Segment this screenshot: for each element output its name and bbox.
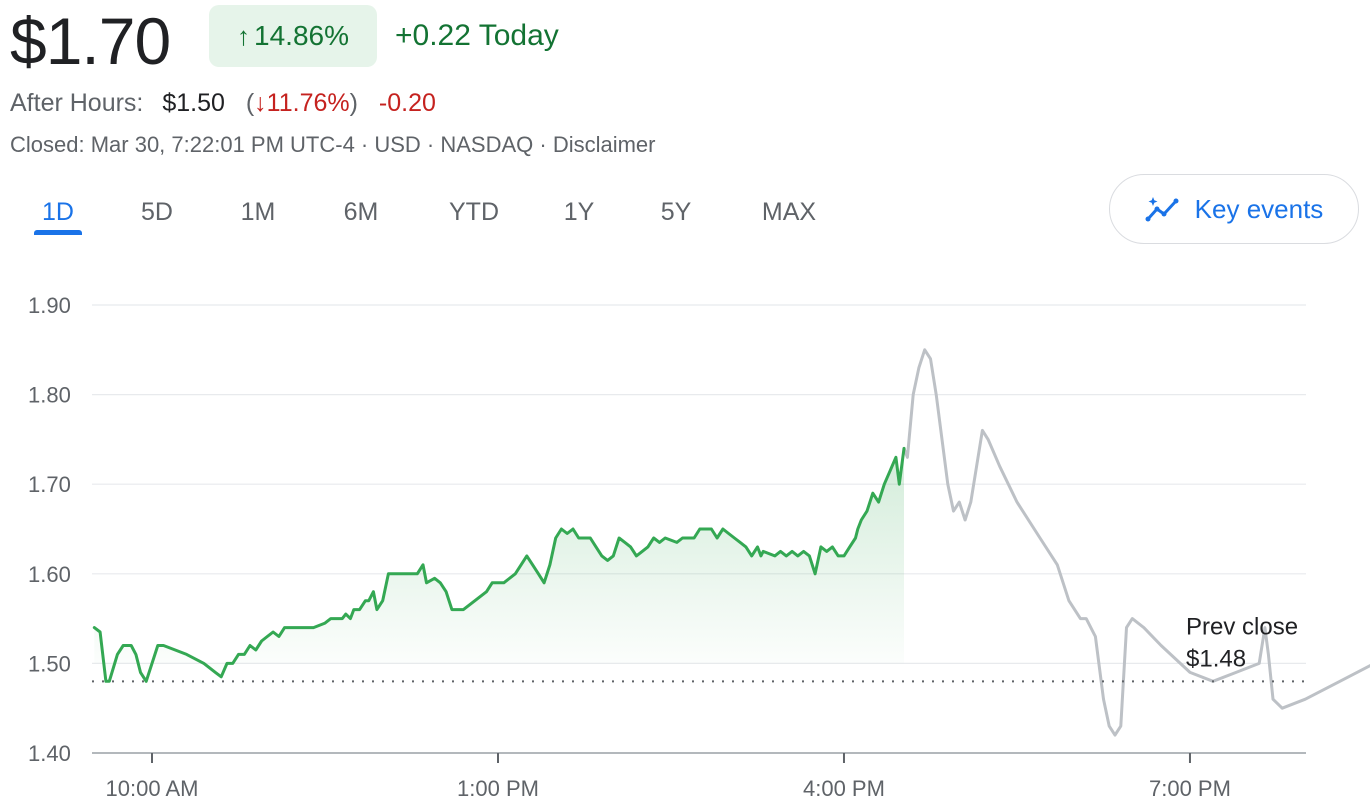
tab-5y[interactable]: 5Y xyxy=(660,198,692,226)
x-tick-label: 10:00 AM xyxy=(106,776,199,801)
x-tick-label: 1:00 PM xyxy=(457,776,539,801)
y-tick-label: 1.50 xyxy=(28,651,71,676)
tab-6m[interactable]: 6M xyxy=(343,198,379,226)
y-tick-label: 1.90 xyxy=(28,293,71,318)
y-tick-label: 1.80 xyxy=(28,383,71,408)
price-chart-svg: 1.90 1.80 1.70 1.60 1.50 1.40 10:00 AM 1:00 PM 4… xyxy=(28,293,1370,801)
after-hours-row: After Hours: $1.50 (↓11.76%) -0.20 xyxy=(10,86,436,120)
key-events-button[interactable]: Key events xyxy=(1109,174,1359,244)
sparkle-trend-icon xyxy=(1145,197,1179,222)
price-chart: 1.90 1.80 1.70 1.60 1.50 1.40 10:00 AM 1:00 PM 4… xyxy=(0,270,1370,810)
arrow-up-icon: ↑ xyxy=(237,20,251,51)
after-hours-percent: 11.76% xyxy=(266,89,350,117)
tab-1m[interactable]: 1M xyxy=(240,198,276,226)
change-percent: 14.86% xyxy=(254,20,349,51)
active-tab-indicator xyxy=(34,230,82,235)
regular-session-area xyxy=(94,448,905,682)
x-tick-label: 4:00 PM xyxy=(803,776,885,801)
after-hours-price: $1.50 xyxy=(162,89,225,117)
paren-open: ( xyxy=(245,89,255,117)
after-hours-label: After Hours: xyxy=(10,89,144,117)
regular-session-line xyxy=(92,446,906,683)
change-today: +0.22 Today xyxy=(395,19,559,52)
y-tick-label: 1.70 xyxy=(28,472,71,497)
tab-max[interactable]: MAX xyxy=(761,198,817,226)
tab-ytd[interactable]: YTD xyxy=(449,198,499,226)
current-price: $1.70 xyxy=(10,4,171,78)
tab-1y[interactable]: 1Y xyxy=(563,198,595,226)
x-tick-label: 7:00 PM xyxy=(1149,776,1231,801)
prev-close-value: $1.48 xyxy=(1186,645,1246,672)
tab-1d[interactable]: 1D xyxy=(42,198,74,226)
key-events-label: Key events xyxy=(1194,193,1324,224)
y-tick-label: 1.40 xyxy=(28,741,71,766)
change-percent-badge: ↑ 14.86% xyxy=(209,5,377,67)
after-hours-line xyxy=(902,348,1370,737)
after-hours-percent-group: (↓11.76%) xyxy=(246,89,358,117)
prev-close-label: Prev close xyxy=(1186,613,1298,640)
tab-5d[interactable]: 5D xyxy=(141,198,173,226)
market-status-line: Closed: Mar 30, 7:22:01 PM UTC-4 · USD ·… xyxy=(10,132,656,157)
arrow-down-icon: ↓ xyxy=(254,89,267,117)
after-hours-change: -0.20 xyxy=(378,89,436,117)
time-range-tabs: 1D 5D 1M 6M YTD 1Y 5Y MAX xyxy=(0,190,900,240)
paren-close: ) xyxy=(349,89,358,117)
y-tick-label: 1.60 xyxy=(28,562,71,587)
